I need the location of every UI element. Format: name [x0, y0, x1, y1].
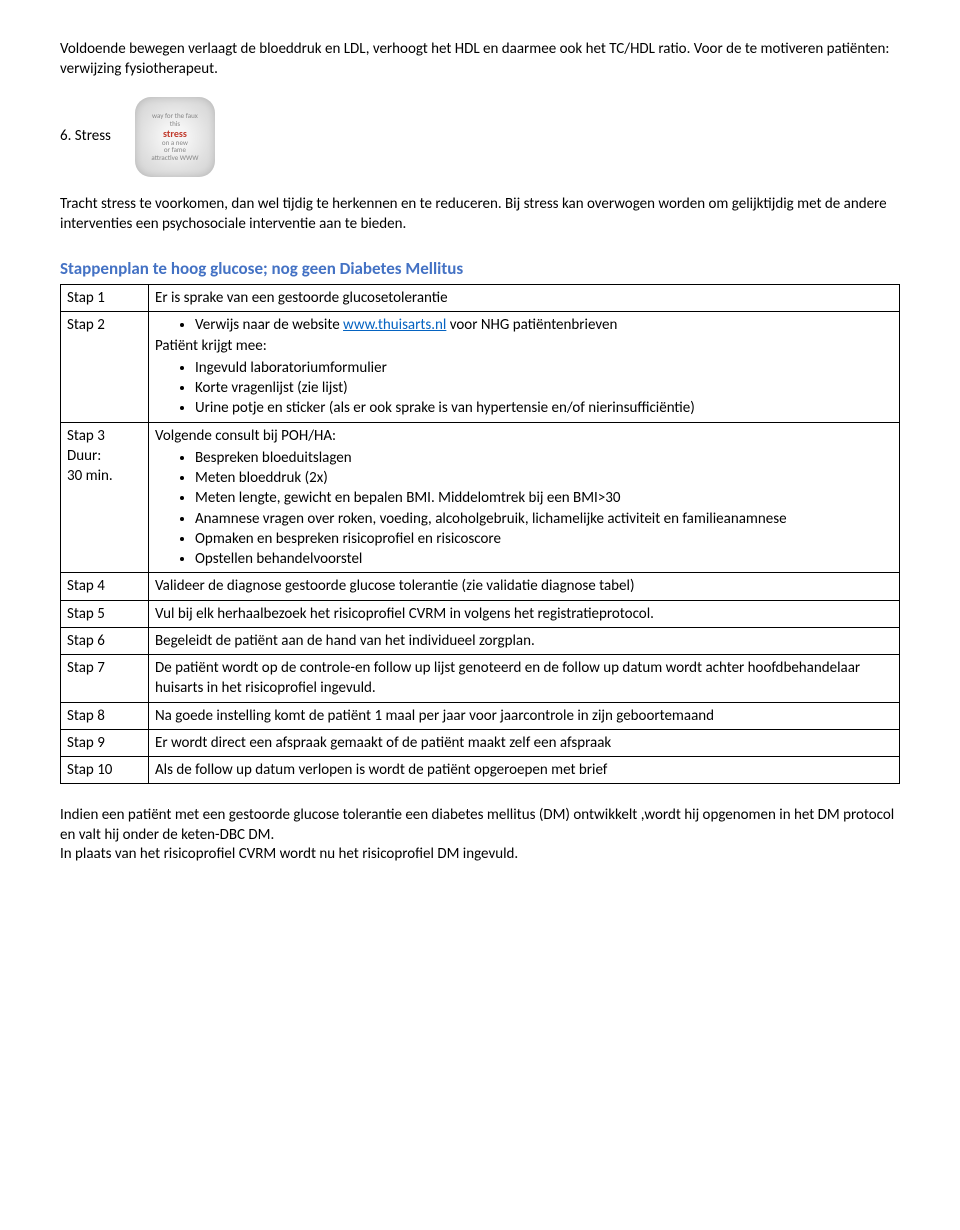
table-row: Stap 5 Vul bij elk herhaalbezoek het ris… [61, 600, 900, 627]
section6-body: Tracht stress te voorkomen, dan wel tijd… [60, 195, 900, 234]
closing-paragraph-2: In plaats van het risicoprofiel CVRM wor… [60, 845, 900, 865]
step-label: Stap 5 [61, 600, 149, 627]
closing-paragraph-1: Indien een patiënt met een gestoorde glu… [60, 806, 900, 845]
table-row: Stap 7 De patiënt wordt op de controle-e… [61, 655, 900, 703]
step-label-line: 30 min. [67, 466, 142, 486]
step-label: Stap 9 [61, 729, 149, 756]
step-content: Er is sprake van een gestoorde glucoseto… [149, 285, 900, 312]
section6-heading-row: 6. Stress way for the faux this stress o… [60, 97, 900, 177]
stress-icon: way for the faux this stress on a new or… [135, 97, 215, 177]
step-content: Vul bij elk herhaalbezoek het risicoprof… [149, 600, 900, 627]
step-content: De patiënt wordt op de controle-en follo… [149, 655, 900, 703]
step-content: Er wordt direct een afspraak gemaakt of … [149, 729, 900, 756]
table-row: Stap 10 Als de follow up datum verlopen … [61, 757, 900, 784]
text: voor NHG patiëntenbrieven [446, 316, 617, 334]
step-label: Stap 10 [61, 757, 149, 784]
icon-line: attractive WWW [151, 154, 198, 162]
step-label: Stap 7 [61, 655, 149, 703]
table-row: Stap 8 Na goede instelling komt de patië… [61, 702, 900, 729]
list-item: Urine potje en sticker (als er ook sprak… [195, 398, 893, 418]
step-content: Als de follow up datum verlopen is wordt… [149, 757, 900, 784]
thuisarts-link[interactable]: www.thuisarts.nl [343, 316, 446, 334]
list-item: Opmaken en bespreken risicoprofiel en ri… [195, 529, 893, 549]
table-row: Stap 9 Er wordt direct een afspraak gema… [61, 729, 900, 756]
sub-intro: Patiënt krijgt mee: [155, 336, 893, 356]
list-item: Anamnese vragen over roken, voeding, alc… [195, 509, 893, 529]
table-row: Stap 2 Verwijs naar de website www.thuis… [61, 312, 900, 422]
list-item: Bespreken bloeduitslagen [195, 448, 893, 468]
step-label-line: Duur: [67, 446, 142, 466]
step-label-line: Stap 3 [67, 426, 142, 446]
list-item: Ingevuld laboratoriumformulier [195, 358, 893, 378]
step-content: Na goede instelling komt de patiënt 1 ma… [149, 702, 900, 729]
step-content: Valideer de diagnose gestoorde glucose t… [149, 573, 900, 600]
intro-paragraph: Voldoende bewegen verlaagt de bloeddruk … [60, 40, 900, 79]
list-item: Opstellen behandelvoorstel [195, 549, 893, 569]
icon-line-stress: stress [163, 128, 187, 139]
step-label: Stap 3 Duur: 30 min. [61, 422, 149, 573]
table-row: Stap 4 Valideer de diagnose gestoorde gl… [61, 573, 900, 600]
table-row: Stap 1 Er is sprake van een gestoorde gl… [61, 285, 900, 312]
table-row: Stap 3 Duur: 30 min. Volgende consult bi… [61, 422, 900, 573]
step-label: Stap 4 [61, 573, 149, 600]
section6-heading: 6. Stress [60, 127, 111, 147]
table-row: Stap 6 Begeleidt de patiënt aan de hand … [61, 627, 900, 654]
step-content: Verwijs naar de website www.thuisarts.nl… [149, 312, 900, 422]
list-item: Korte vragenlijst (zie lijst) [195, 378, 893, 398]
list-item: Meten bloeddruk (2x) [195, 468, 893, 488]
step-label: Stap 6 [61, 627, 149, 654]
step-content: Volgende consult bij POH/HA: Bespreken b… [149, 422, 900, 573]
stappenplan-table: Stap 1 Er is sprake van een gestoorde gl… [60, 284, 900, 784]
step-content: Begeleidt de patiënt aan de hand van het… [149, 627, 900, 654]
step-label: Stap 1 [61, 285, 149, 312]
stappenplan-heading: Stappenplan te hoog glucose; nog geen Di… [60, 258, 900, 280]
list-item: Meten lengte, gewicht en bepalen BMI. Mi… [195, 488, 893, 508]
list-item: Verwijs naar de website www.thuisarts.nl… [195, 315, 893, 335]
text: Verwijs naar de website [195, 316, 343, 334]
step-label: Stap 8 [61, 702, 149, 729]
step-intro: Volgende consult bij POH/HA: [155, 426, 893, 446]
step-label: Stap 2 [61, 312, 149, 422]
